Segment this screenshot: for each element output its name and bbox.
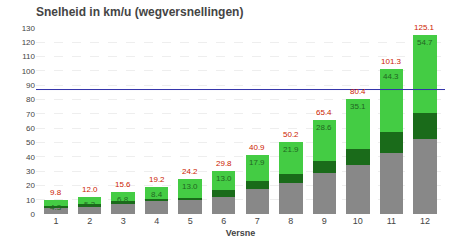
svg-text:28.6: 28.6: [316, 123, 332, 132]
svg-text:50: 50: [26, 138, 35, 147]
svg-text:9: 9: [322, 216, 327, 226]
svg-text:101.3: 101.3: [381, 57, 402, 66]
svg-text:2: 2: [87, 216, 92, 226]
svg-text:11: 11: [387, 216, 396, 226]
svg-text:29.8: 29.8: [216, 159, 232, 168]
svg-text:12.0: 12.0: [82, 185, 98, 194]
svg-text:40.9: 40.9: [249, 143, 265, 152]
svg-text:7: 7: [255, 216, 260, 226]
svg-text:13.0: 13.0: [182, 182, 198, 191]
svg-text:9.8: 9.8: [50, 188, 62, 197]
svg-text:70: 70: [26, 110, 35, 119]
svg-text:0: 0: [31, 210, 36, 219]
svg-text:120: 120: [22, 38, 36, 47]
svg-text:6.8: 6.8: [117, 195, 129, 204]
svg-text:4: 4: [154, 216, 159, 226]
svg-text:8.4: 8.4: [151, 190, 163, 199]
svg-text:80.4: 80.4: [350, 87, 366, 96]
svg-text:80: 80: [26, 95, 35, 104]
svg-text:4.3: 4.3: [50, 203, 62, 212]
svg-text:6: 6: [221, 216, 226, 226]
svg-text:Versne: Versne: [226, 228, 256, 238]
svg-text:90: 90: [26, 81, 35, 90]
svg-text:65.4: 65.4: [316, 108, 332, 117]
svg-text:8: 8: [288, 216, 293, 226]
svg-text:17.9: 17.9: [249, 158, 265, 167]
svg-text:10: 10: [353, 216, 363, 226]
svg-text:40: 40: [26, 153, 35, 162]
svg-text:5: 5: [188, 216, 193, 226]
svg-text:50.2: 50.2: [283, 130, 299, 139]
svg-text:44.3: 44.3: [383, 72, 399, 81]
svg-text:110: 110: [22, 52, 35, 61]
svg-text:20: 20: [26, 181, 35, 190]
svg-text:12: 12: [420, 216, 430, 226]
svg-text:21.9: 21.9: [283, 145, 299, 154]
svg-text:125.1: 125.1: [414, 23, 435, 32]
svg-text:Snelheid in km/u (wegversnelli: Snelheid in km/u (wegversnellingen): [36, 5, 243, 19]
svg-text:100: 100: [22, 67, 36, 76]
svg-text:13.0: 13.0: [216, 174, 232, 183]
svg-text:1: 1: [54, 216, 59, 226]
svg-text:5.3: 5.3: [84, 200, 96, 209]
svg-text:3: 3: [121, 216, 126, 226]
svg-text:19.2: 19.2: [149, 175, 165, 184]
svg-text:24.2: 24.2: [182, 167, 198, 176]
svg-text:60: 60: [26, 124, 35, 133]
svg-text:30: 30: [26, 167, 35, 176]
svg-text:10: 10: [26, 195, 35, 204]
svg-text:130: 130: [22, 24, 36, 33]
svg-text:54.7: 54.7: [417, 38, 433, 47]
svg-text:35.1: 35.1: [350, 102, 366, 111]
svg-text:15.6: 15.6: [115, 180, 131, 189]
